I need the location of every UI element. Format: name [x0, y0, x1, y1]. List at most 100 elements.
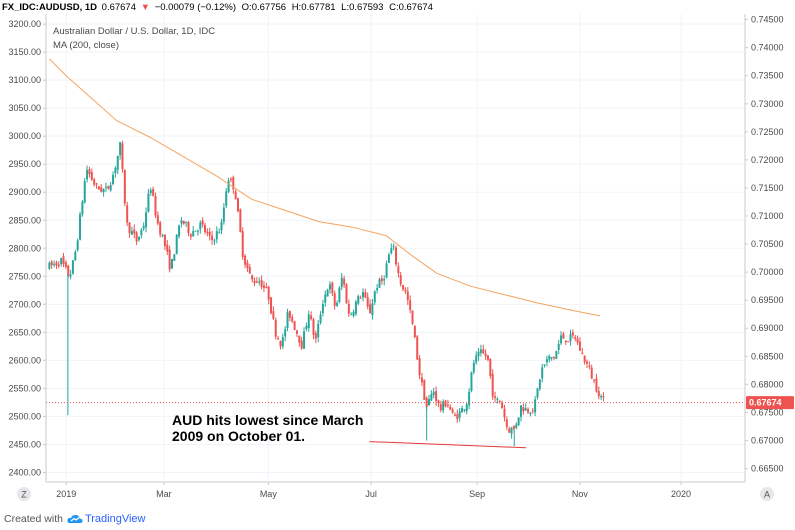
candle-body	[331, 282, 334, 294]
candle-body	[439, 404, 442, 411]
candle-body	[159, 222, 162, 235]
candle-body	[501, 402, 504, 409]
candle-body	[239, 209, 242, 232]
left-tick-label: 2650.00	[8, 327, 41, 337]
candle-body	[173, 254, 176, 261]
candle-body	[409, 300, 412, 311]
candle-body	[522, 407, 525, 412]
candle-body	[295, 330, 298, 334]
candle-body	[154, 195, 157, 216]
candle-body	[369, 304, 372, 314]
candle-body	[265, 286, 268, 288]
candle-body	[555, 351, 558, 360]
candle-body	[354, 301, 357, 314]
candle-body	[133, 229, 136, 234]
cloud-icon	[67, 514, 83, 523]
candle-body	[142, 225, 145, 229]
candle-body	[411, 310, 414, 324]
candle-body	[390, 248, 393, 254]
candle-body	[338, 287, 341, 303]
candle-body	[366, 296, 369, 307]
candle-body	[234, 191, 237, 200]
left-tick-label: 3200.00	[8, 19, 41, 29]
candle-body	[357, 296, 360, 304]
candle-body	[317, 323, 320, 338]
candle-body	[541, 367, 544, 379]
left-tick-label: 2950.00	[8, 159, 41, 169]
candle-body	[222, 207, 225, 222]
candle-body	[145, 212, 148, 228]
candle-body	[437, 400, 440, 403]
right-tick-label: 0.68500	[751, 351, 784, 361]
svg-text:2009 on October 01.: 2009 on October 01.	[172, 428, 305, 444]
left-tick-label: 2700.00	[8, 299, 41, 309]
candle-body	[326, 289, 329, 297]
ma-200-line[interactable]	[49, 58, 601, 317]
candle-body	[571, 332, 574, 336]
candle-body	[449, 406, 452, 410]
candle-body	[81, 201, 84, 215]
candle-body	[420, 377, 423, 383]
candle-body	[352, 311, 355, 316]
candle-body	[510, 427, 513, 434]
time-zone-button[interactable]: Z	[17, 487, 31, 501]
symbol-header[interactable]: FX_IDC:AUDUSD, 1D 0.67674 ▼ −0.00079 (−0…	[2, 2, 433, 13]
candle-body	[494, 396, 497, 398]
chart-svg[interactable]: 3200.00 3150.00 3100.00 3050.00 3000.00 2950.…	[0, 0, 795, 508]
candle-body	[211, 235, 214, 240]
svg-text:AUD hits lowest since March: AUD hits lowest since March	[172, 412, 363, 428]
tradingview-logo[interactable]: TradingView	[67, 513, 146, 525]
candle-body	[220, 222, 223, 231]
candle-body	[538, 379, 541, 389]
candle-body	[468, 391, 471, 406]
candle-body	[225, 191, 228, 206]
candle-body	[201, 220, 204, 225]
candle-body	[196, 230, 199, 232]
right-tick-label: 0.69500	[751, 295, 784, 305]
candle-body	[567, 341, 570, 343]
candle-body	[90, 172, 93, 180]
grid	[46, 14, 745, 482]
candle-body	[293, 321, 296, 330]
candle-body	[373, 291, 376, 303]
candle-body	[185, 222, 188, 224]
candle-body	[569, 334, 572, 342]
candle-body	[453, 414, 456, 416]
right-tick-label: 0.74000	[751, 43, 784, 53]
candle-body	[107, 185, 110, 189]
right-tick-label: 0.69000	[751, 323, 784, 333]
candle-body	[600, 395, 603, 398]
candle-body	[406, 291, 409, 301]
left-axis[interactable]: 3200.00 3150.00 3100.00 3050.00 3000.00 2950.…	[8, 19, 46, 477]
candle-body	[312, 319, 315, 335]
candle-body	[241, 231, 244, 257]
indicator-legend[interactable]: MA (200, close)	[53, 40, 119, 51]
candle-body	[534, 399, 537, 413]
auto-scale-button[interactable]: A	[760, 487, 774, 501]
candle-body	[413, 325, 416, 338]
candle-body	[149, 190, 152, 193]
candle-body	[484, 353, 487, 357]
candle-body	[298, 335, 301, 343]
candle-body	[258, 281, 261, 283]
candles[interactable]	[48, 140, 605, 447]
candle-body	[182, 220, 185, 224]
candle-body	[574, 337, 577, 339]
right-tick-label: 0.72000	[751, 155, 784, 165]
annotation-line[interactable]	[369, 441, 527, 449]
right-tick-label: 0.67000	[751, 435, 784, 445]
candle-body	[364, 292, 367, 298]
candle-body	[262, 285, 265, 288]
candle-body	[62, 256, 65, 265]
right-axis[interactable]: 0.74500 0.74000 0.73500 0.73000 0.72500 0.720…	[745, 15, 784, 474]
candle-body	[590, 367, 593, 379]
candle-body	[213, 240, 216, 242]
candle-body	[597, 391, 600, 397]
time-axis[interactable]: 2019 Mar May Jul Sep Nov 2020	[56, 482, 691, 499]
annotation-text[interactable]: AUD hits lowest since March 2009 on Octo…	[172, 412, 363, 444]
candle-body	[237, 198, 240, 212]
candle-body	[423, 380, 426, 400]
svg-text:0.67674: 0.67674	[749, 398, 782, 408]
left-tick-label: 2450.00	[8, 439, 41, 449]
left-tick-label: 2500.00	[8, 411, 41, 421]
